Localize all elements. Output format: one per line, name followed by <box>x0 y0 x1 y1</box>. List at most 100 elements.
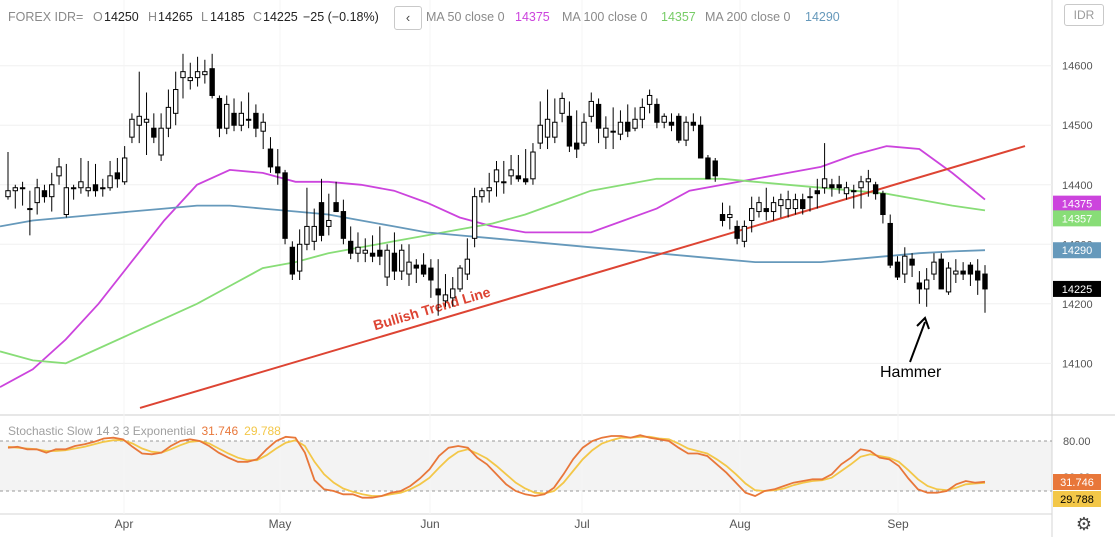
candle-up <box>245 118 252 121</box>
candle-up <box>107 175 113 189</box>
candle-up <box>610 130 616 133</box>
currency-button[interactable]: IDR <box>1064 4 1104 26</box>
ma50-label[interactable]: MA 50 close 0 <box>426 10 505 24</box>
candle-down <box>712 160 718 177</box>
candle-down <box>253 112 259 129</box>
candle-down <box>625 121 631 132</box>
candle-down <box>377 249 383 257</box>
symbol-name[interactable]: FOREX IDR= <box>8 10 84 24</box>
candle-down <box>289 246 296 275</box>
x-tick-label: Apr <box>115 517 134 531</box>
candle-down <box>92 184 99 192</box>
candle-down <box>282 172 288 239</box>
candle-down <box>916 282 923 290</box>
candle-up <box>78 181 84 189</box>
gear-icon[interactable]: ⚙ <box>1075 514 1093 534</box>
candle-down <box>574 142 580 150</box>
candle-down <box>522 178 529 183</box>
high-value: 14265 <box>158 10 193 24</box>
candle-up <box>486 187 492 192</box>
x-tick-label: Jun <box>420 517 439 531</box>
candle-up <box>63 187 70 216</box>
ma50-value: 14375 <box>515 10 550 24</box>
candle-down <box>763 208 769 213</box>
candle-up <box>399 249 405 272</box>
candle-up <box>639 106 646 120</box>
candle-up <box>85 187 91 192</box>
candle-up <box>450 288 456 299</box>
candle-up <box>464 258 471 275</box>
close-price-tag: 14225 <box>1053 280 1101 297</box>
candle-down <box>982 273 988 290</box>
candle-down <box>369 252 376 257</box>
open-value: 14250 <box>104 10 139 24</box>
candle-up <box>902 255 908 275</box>
candle-up <box>49 184 55 198</box>
candle-up <box>304 225 310 245</box>
candle-up <box>194 71 201 79</box>
ma100-line <box>0 177 986 365</box>
candle-down <box>435 288 441 296</box>
collapse-legend-button[interactable]: ‹ <box>394 6 422 30</box>
stoch-label: Stochastic Slow 14 3 3 Exponential <box>8 424 195 438</box>
candle-up <box>727 214 733 218</box>
x-tick-label: Sep <box>887 517 909 531</box>
candle-down <box>960 270 966 275</box>
candle-up <box>588 100 594 117</box>
stoch-k-line <box>7 434 986 499</box>
candle-up <box>384 249 390 278</box>
candle-up <box>479 190 485 198</box>
ma200-label[interactable]: MA 200 close 0 <box>705 10 791 24</box>
candle-up <box>552 121 558 138</box>
candle-up <box>34 187 40 204</box>
candle-up <box>683 121 689 141</box>
candle-up <box>311 225 317 242</box>
candle-up <box>632 118 638 129</box>
price-tag-label: 14357 <box>1062 213 1093 225</box>
candle-up <box>158 127 164 156</box>
candle-down <box>668 121 675 126</box>
candle-up <box>748 208 755 221</box>
candle-down <box>267 148 274 168</box>
candle-down <box>909 258 915 266</box>
candle-up <box>858 181 864 189</box>
candle-up <box>187 77 193 82</box>
candle-up <box>70 187 77 190</box>
stoch-d-tag-box <box>1053 491 1101 507</box>
candle-up <box>785 199 791 210</box>
candle-down <box>347 240 354 254</box>
candle-down <box>391 252 398 272</box>
candle-up <box>362 249 368 254</box>
candle-up <box>501 181 507 184</box>
candle-up <box>56 166 62 177</box>
candle-down <box>275 166 281 174</box>
candle-up <box>807 196 813 199</box>
candle-up <box>617 121 624 135</box>
candle-down <box>872 184 879 195</box>
candle-down <box>413 264 419 269</box>
candle-up <box>741 225 748 242</box>
price-tags-layer: 14375 14357 14290 14225 31.746 29.788 <box>1053 195 1101 507</box>
candle-up <box>224 103 230 129</box>
candle-up <box>27 208 33 211</box>
candle-up <box>238 112 245 126</box>
stoch-d-tag: 29.788 <box>1053 491 1101 507</box>
candle-up <box>100 187 106 190</box>
candle-down <box>114 172 121 180</box>
candle-up <box>173 89 179 114</box>
ma100-label[interactable]: MA 100 close 0 <box>562 10 648 24</box>
change-value: −25 (−0.18%) <box>303 10 379 24</box>
ma50-price-tag: 14375 <box>1053 195 1101 212</box>
hammer-label: Hammer <box>880 364 942 381</box>
candle-down <box>887 222 893 266</box>
candle-up <box>326 219 332 227</box>
candle-up <box>508 169 514 177</box>
stoch-k-tag: 31.746 <box>1053 474 1101 490</box>
candle-up <box>559 97 565 114</box>
candle-up <box>355 246 361 254</box>
ma50-line <box>0 145 986 388</box>
stoch-d-line <box>7 435 986 497</box>
candle-down <box>340 211 347 239</box>
